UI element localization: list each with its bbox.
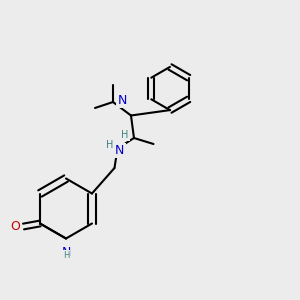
Text: N: N — [115, 144, 124, 157]
Text: H: H — [63, 251, 69, 260]
Text: H: H — [106, 140, 114, 151]
Text: H: H — [121, 130, 129, 140]
Text: N: N — [118, 94, 127, 107]
Text: N: N — [61, 246, 71, 259]
Text: O: O — [10, 220, 20, 233]
